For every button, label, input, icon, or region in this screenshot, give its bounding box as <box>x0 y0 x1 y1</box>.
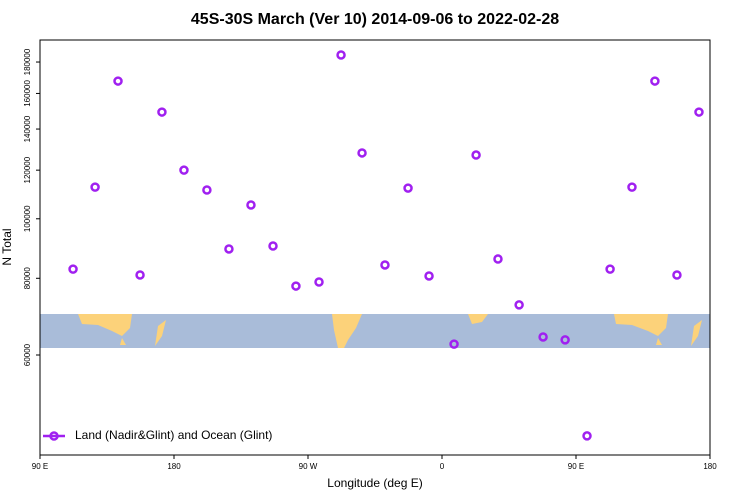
x-tick-label: 90 W <box>299 462 318 471</box>
data-point <box>135 270 145 280</box>
y-tick-label: 100000 <box>23 205 32 232</box>
land-australia <box>614 314 668 336</box>
data-point <box>627 182 637 192</box>
data-point <box>538 332 548 342</box>
data-point <box>694 107 704 117</box>
data-point <box>157 107 167 117</box>
legend-label: Land (Nadir&Glint) and Ocean (Glint) <box>75 428 272 442</box>
data-point <box>68 264 78 274</box>
data-point <box>672 270 682 280</box>
x-tick-label: 90 E <box>32 462 48 471</box>
map-strip <box>40 314 710 348</box>
data-point <box>202 185 212 195</box>
data-point <box>403 183 413 193</box>
data-point <box>314 277 324 287</box>
data-point <box>650 76 660 86</box>
land-australia <box>78 314 132 336</box>
x-tick-label: 180 <box>703 462 717 471</box>
x-tick-label: 0 <box>440 462 445 471</box>
ocean-background <box>40 314 710 348</box>
data-point <box>560 335 570 345</box>
y-tick-label: 180000 <box>23 48 32 75</box>
data-point <box>514 300 524 310</box>
data-point <box>224 244 234 254</box>
data-point <box>424 271 434 281</box>
data-point <box>605 264 615 274</box>
legend-marker <box>49 431 59 441</box>
land-new-zealand <box>155 320 166 346</box>
land-tasmania <box>656 338 662 345</box>
y-tick-label: 120000 <box>23 156 32 183</box>
y-tick-label: 140000 <box>23 115 32 142</box>
data-point <box>113 76 123 86</box>
land-africa <box>468 314 488 324</box>
land-south-america <box>332 314 362 348</box>
x-tick-label: 90 E <box>568 462 584 471</box>
plot-frame <box>39 39 711 456</box>
x-tick-label: 180 <box>167 462 181 471</box>
data-point <box>493 254 503 264</box>
y-tick-label: 80000 <box>23 267 32 290</box>
data-point <box>380 260 390 270</box>
data-point <box>90 182 100 192</box>
land-new-zealand <box>691 320 702 346</box>
y-axis-title: N Total <box>0 228 14 265</box>
y-tick-label: 160000 <box>23 80 32 107</box>
data-point <box>268 241 278 251</box>
chart-title: 45S-30S March (Ver 10) 2014-09-06 to 202… <box>191 11 559 28</box>
land-tasmania <box>120 338 126 345</box>
x-axis-title: Longitude (deg E) <box>327 476 422 490</box>
y-tick-label: 60000 <box>23 343 32 366</box>
data-point <box>246 200 256 210</box>
data-point <box>336 50 346 60</box>
data-point <box>291 281 301 291</box>
data-point <box>471 150 481 160</box>
data-point <box>357 148 367 158</box>
data-point <box>179 165 189 175</box>
data-point <box>582 431 592 441</box>
data-point <box>449 339 459 349</box>
